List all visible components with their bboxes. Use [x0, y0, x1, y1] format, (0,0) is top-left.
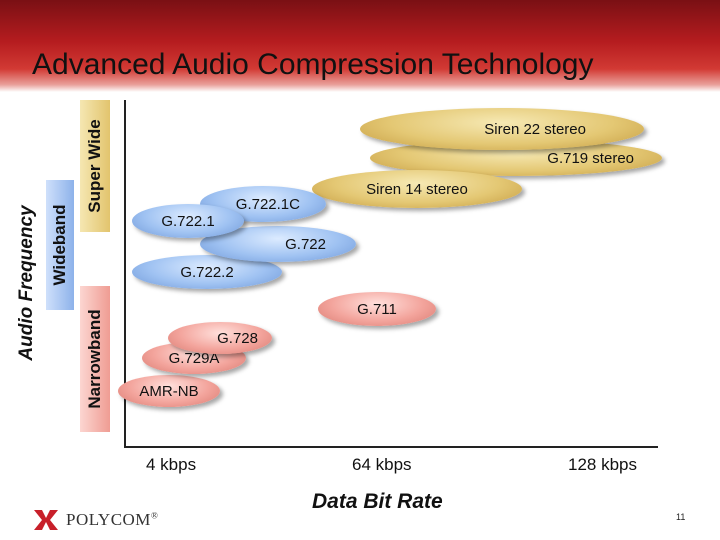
band-narrowband-label: Narrowband — [85, 309, 104, 409]
codec-g711-label: G.711 — [357, 300, 397, 318]
codec-g719-stereo-label: G.719 stereo — [547, 149, 634, 167]
x-axis-label: Data Bit Rate — [312, 490, 443, 513]
band-wideband: Wideband — [46, 180, 74, 310]
y-axis-line — [124, 100, 126, 448]
polycom-logo: POLYCOM® — [32, 508, 158, 532]
codec-g728-label: G.728 — [217, 329, 258, 347]
band-super-wide: Super Wide — [80, 100, 110, 232]
codec-amr-nb: AMR-NB — [118, 375, 220, 407]
codec-g722-label: G.722 — [285, 235, 326, 253]
page-number: 11 — [676, 512, 686, 522]
codec-siren14-stereo: Siren 14 stereo — [312, 170, 522, 208]
page-title: Advanced Audio Compression Technology — [32, 48, 594, 81]
x-tick-4kbps: 4 kbps — [146, 455, 197, 474]
codec-siren14-stereo-label: Siren 14 stereo — [366, 180, 468, 198]
codec-g722-1: G.722.1 — [132, 204, 244, 238]
header-banner — [0, 0, 720, 92]
band-narrowband: Narrowband — [80, 286, 110, 432]
codec-amr-nb-label: AMR-NB — [139, 382, 199, 400]
x-tick-128kbps: 128 kbps — [568, 455, 637, 474]
codec-g722-1c-label: G.722.1C — [235, 195, 300, 213]
codec-siren22-stereo-label: Siren 22 stereo — [484, 120, 586, 138]
codec-g722-2-label: G.722.2 — [180, 263, 234, 281]
band-wideband-label: Wideband — [50, 204, 69, 286]
codec-g728: G.728 — [168, 322, 272, 354]
codec-g711: G.711 — [318, 292, 436, 326]
codec-g722-1-label: G.722.1 — [161, 212, 215, 230]
codec-siren22-stereo: Siren 22 stereo — [360, 108, 644, 150]
polycom-logo-text: POLYCOM® — [66, 510, 159, 529]
band-super-wide-label: Super Wide — [85, 119, 104, 213]
y-axis-label: Audio Frequency — [16, 205, 37, 361]
polycom-logo-icon — [34, 510, 58, 530]
codec-g729a-label: G.729A — [168, 349, 220, 367]
x-tick-64kbps: 64 kbps — [352, 455, 412, 474]
x-axis-line — [124, 446, 658, 448]
